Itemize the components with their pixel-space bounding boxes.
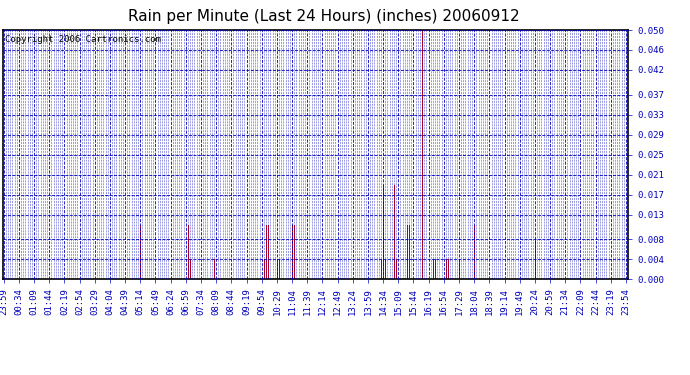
Text: Copyright 2006 Cartronics.com: Copyright 2006 Cartronics.com — [5, 35, 161, 44]
Text: Rain per Minute (Last 24 Hours) (inches) 20060912: Rain per Minute (Last 24 Hours) (inches)… — [128, 9, 520, 24]
